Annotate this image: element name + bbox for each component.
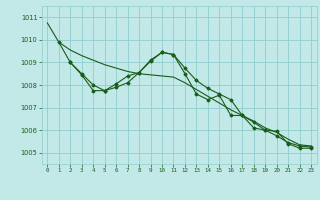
Text: Graphe pression niveau de la mer (hPa): Graphe pression niveau de la mer (hPa) <box>68 184 252 193</box>
